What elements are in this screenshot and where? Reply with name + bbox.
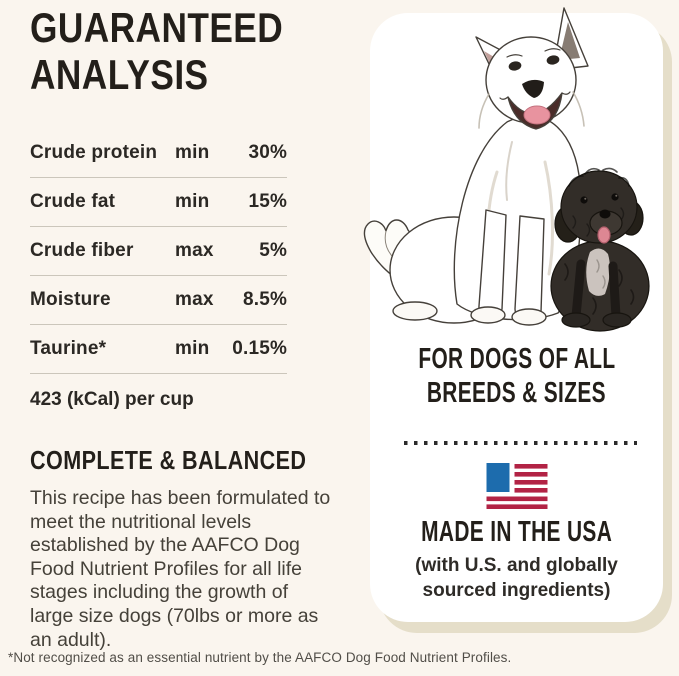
nutrient-label: Crude fat [30,191,116,212]
nutrient-basis: min [175,142,210,163]
card-headline: FOR DOGS OF ALL BREEDS & SIZES [370,342,663,410]
nutrient-basis: min [175,191,210,212]
usa-flag-icon [486,463,547,509]
table-row: Taurine* min 0.15 % [30,325,287,374]
nutrient-label: Taurine* [30,338,107,359]
nutrient-value: 30 [248,142,270,163]
nutrient-label: Crude protein [30,142,158,163]
nutrient-unit: % [270,191,288,212]
sourced-ingredients-note: (with U.S. and globally sourced ingredie… [370,553,663,603]
headline-line-2: BREEDS & SIZES [426,377,607,409]
nutrient-label: Moisture [30,289,111,310]
nutrient-unit: % [270,142,288,163]
guaranteed-analysis-table: Crude protein min 30 % Crude fat min 15 … [30,129,287,374]
dogs-illustration [363,7,650,332]
nutrient-value: 5 [259,240,270,261]
page-title: GUARANTEED ANALYSIS [30,4,342,98]
table-row: Moisture max 8.5 % [30,276,287,325]
table-row: Crude fat min 15 % [30,178,287,227]
calories-note: 423 (kCal) per cup [30,389,194,410]
balanced-description: This recipe has been formulated to meet … [30,487,331,651]
title-line-1: GUARANTEED [30,4,284,51]
taurine-footnote: *Not recognized as an essential nutrient… [8,650,512,665]
nutrient-value: 0.15 [232,338,270,359]
sourced-line-1: (with U.S. and globally [415,555,618,576]
sourced-line-2: sourced ingredients) [422,580,611,601]
info-card: FOR DOGS OF ALL BREEDS & SIZES MADE IN T… [363,7,663,622]
nutrient-unit: % [270,240,288,261]
table-row: Crude fiber max 5 % [30,227,287,276]
headline-line-1: FOR DOGS OF ALL [417,343,616,375]
dotted-divider [404,441,637,445]
nutrient-basis: max [175,289,214,310]
title-line-2: ANALYSIS [30,51,209,98]
made-in-usa-title: MADE IN THE USA [420,516,612,548]
nutrient-unit: % [270,289,288,310]
nutrient-basis: max [175,240,214,261]
nutrient-basis: min [175,338,210,359]
nutrient-value: 8.5 [242,289,270,310]
nutrient-unit: % [270,338,288,359]
complete-balanced-title: COMPLETE & BALANCED [30,445,307,475]
nutrient-label: Crude fiber [30,240,134,261]
nutrient-value: 15 [248,191,270,212]
table-row: Crude protein min 30 % [30,129,287,178]
analysis-column: GUARANTEED ANALYSIS Crude protein min 30… [30,4,342,652]
